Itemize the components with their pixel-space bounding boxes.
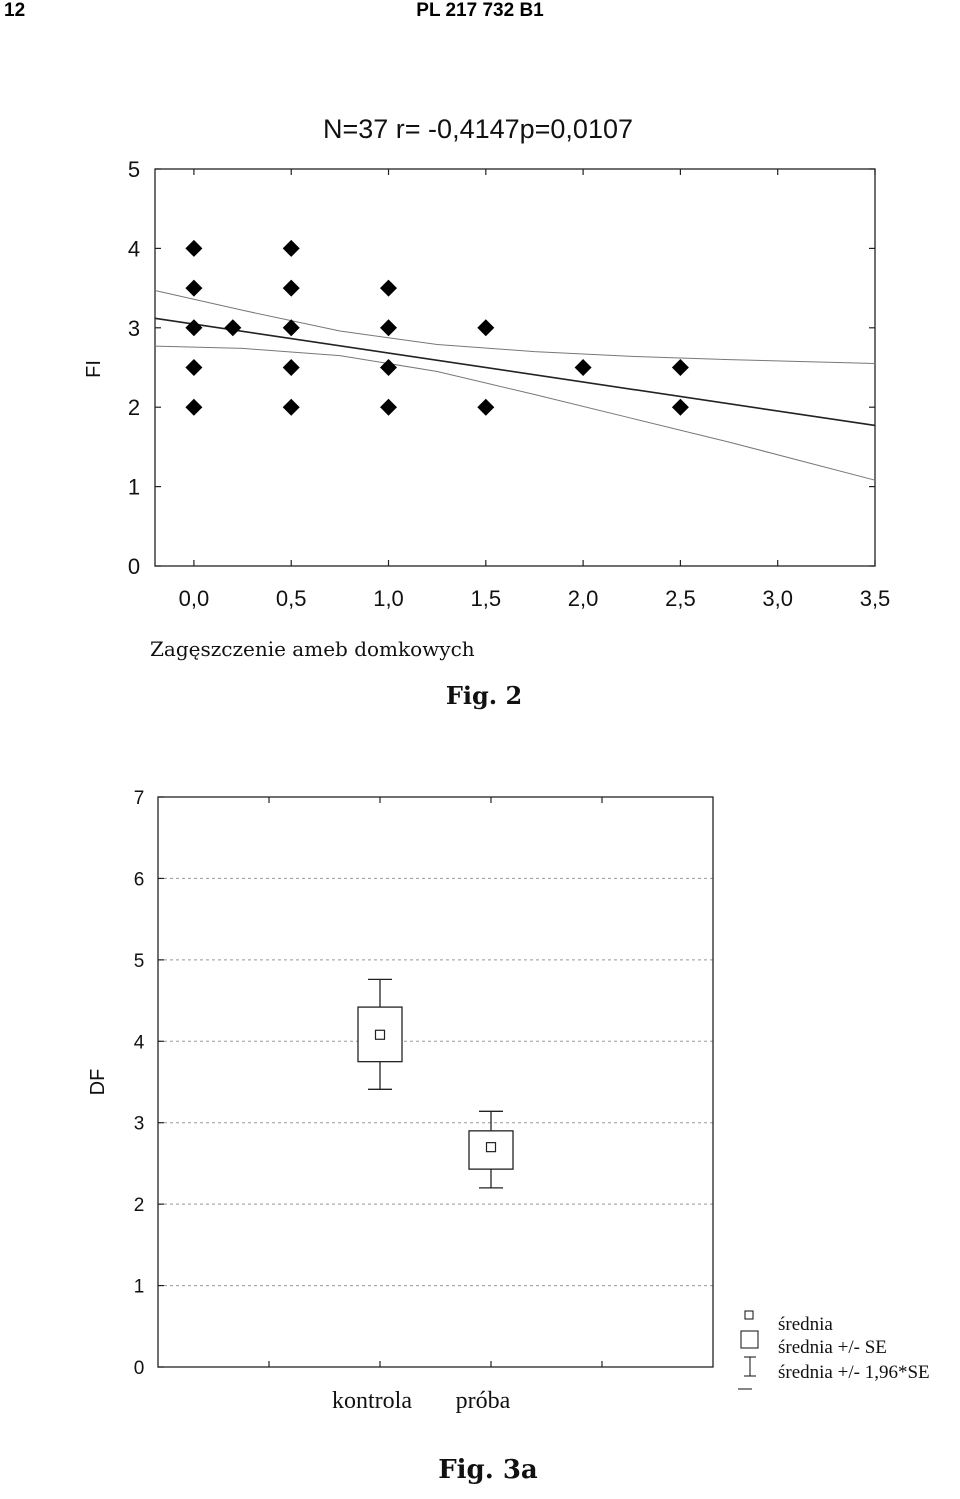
data-point — [282, 239, 300, 257]
legend-se-icon — [740, 1330, 759, 1349]
y-tick-label: 3 — [134, 1114, 145, 1135]
y-tick-label: 5 — [134, 951, 145, 972]
box-kontrola — [357, 978, 403, 1090]
y-tick-group: 0 1 2 3 4 5 6 7 — [134, 788, 164, 1379]
y-tick-label: 5 — [128, 157, 140, 182]
data-point — [574, 359, 592, 376]
data-point — [185, 319, 203, 337]
category-label: kontrola — [332, 1388, 412, 1414]
data-point — [380, 359, 398, 376]
x-tick-label: 1,5 — [471, 586, 502, 611]
data-point — [380, 398, 398, 416]
data-points — [185, 239, 689, 416]
category-label: próba — [456, 1388, 511, 1414]
x-tick-label: 2,0 — [568, 586, 599, 611]
box-proba — [468, 1110, 514, 1189]
data-point — [185, 359, 203, 376]
legend-label: średnia — [778, 1314, 833, 1335]
data-point — [477, 398, 495, 416]
regression-line — [154, 317, 876, 427]
confidence-band-upper — [154, 290, 876, 364]
patent-number: PL 217 732 B1 — [416, 0, 544, 21]
plot-frame — [157, 796, 714, 1368]
category-labels: kontrola próba — [332, 1388, 511, 1414]
boxes — [357, 978, 514, 1189]
legend-label: średnia +/- 1,96*SE — [778, 1362, 930, 1383]
top-tick-group — [268, 797, 603, 1367]
y-tick-label: 3 — [128, 316, 140, 341]
data-point — [282, 319, 300, 337]
data-point — [282, 359, 300, 376]
y-axis-label: DF — [87, 1069, 109, 1096]
x-tick-label: 0,0 — [179, 586, 210, 611]
y-tick-label: 2 — [128, 395, 140, 420]
data-point — [477, 319, 495, 337]
y-tick-group: 0 1 2 3 4 5 — [128, 157, 875, 579]
legend-whisker-icon — [738, 1356, 756, 1390]
y-axis-label: FI — [83, 360, 105, 378]
mean-marker — [374, 1029, 386, 1040]
data-point — [380, 279, 398, 297]
data-point — [671, 398, 689, 416]
chart-title: N=37 r= -0,4147p=0,0107 — [323, 114, 633, 144]
data-point — [282, 279, 300, 297]
figure-caption: Fig. 2 — [446, 681, 522, 710]
x-axis-label: Zagęszczenie ameb domkowych — [150, 637, 475, 661]
x-tick-label: 2,5 — [665, 586, 696, 611]
plot-frame — [154, 168, 876, 567]
y-tick-label: 0 — [128, 554, 140, 579]
figure-caption: Fig. 3a — [438, 1455, 538, 1485]
page-number: 12 — [4, 0, 26, 21]
y-tick-label: 4 — [134, 1032, 145, 1053]
y-tick-label: 7 — [134, 788, 145, 809]
data-point — [671, 359, 689, 376]
data-point — [282, 398, 300, 416]
y-tick-label: 6 — [134, 869, 145, 890]
mean-marker — [485, 1142, 497, 1153]
data-point — [185, 239, 203, 257]
x-tick-group: 0,0 0,5 1,0 1,5 2,0 2,5 3,0 3,5 — [179, 169, 891, 611]
y-tick-label: 2 — [134, 1195, 145, 1216]
grid-lines — [158, 877, 713, 1287]
y-tick-label: 1 — [134, 1277, 145, 1298]
legend-label: średnia +/- SE — [778, 1337, 887, 1358]
data-point — [185, 279, 203, 297]
x-tick-label: 3,5 — [860, 586, 891, 611]
x-tick-label: 0,5 — [276, 586, 307, 611]
data-point — [185, 398, 203, 416]
y-tick-label: 1 — [128, 475, 140, 500]
scatter-chart: N=37 r= -0,4147p=0,0107 0 1 2 3 4 5 0,0 0,5 1,0… — [83, 114, 890, 710]
data-point — [380, 319, 398, 337]
x-tick-label: 3,0 — [762, 586, 793, 611]
y-tick-label: 0 — [134, 1358, 145, 1379]
y-tick-label: 4 — [128, 236, 140, 261]
legend-mean-icon — [744, 1310, 754, 1320]
confidence-band-lower — [154, 345, 876, 481]
data-point — [224, 319, 242, 337]
x-tick-label: 1,0 — [373, 586, 404, 611]
